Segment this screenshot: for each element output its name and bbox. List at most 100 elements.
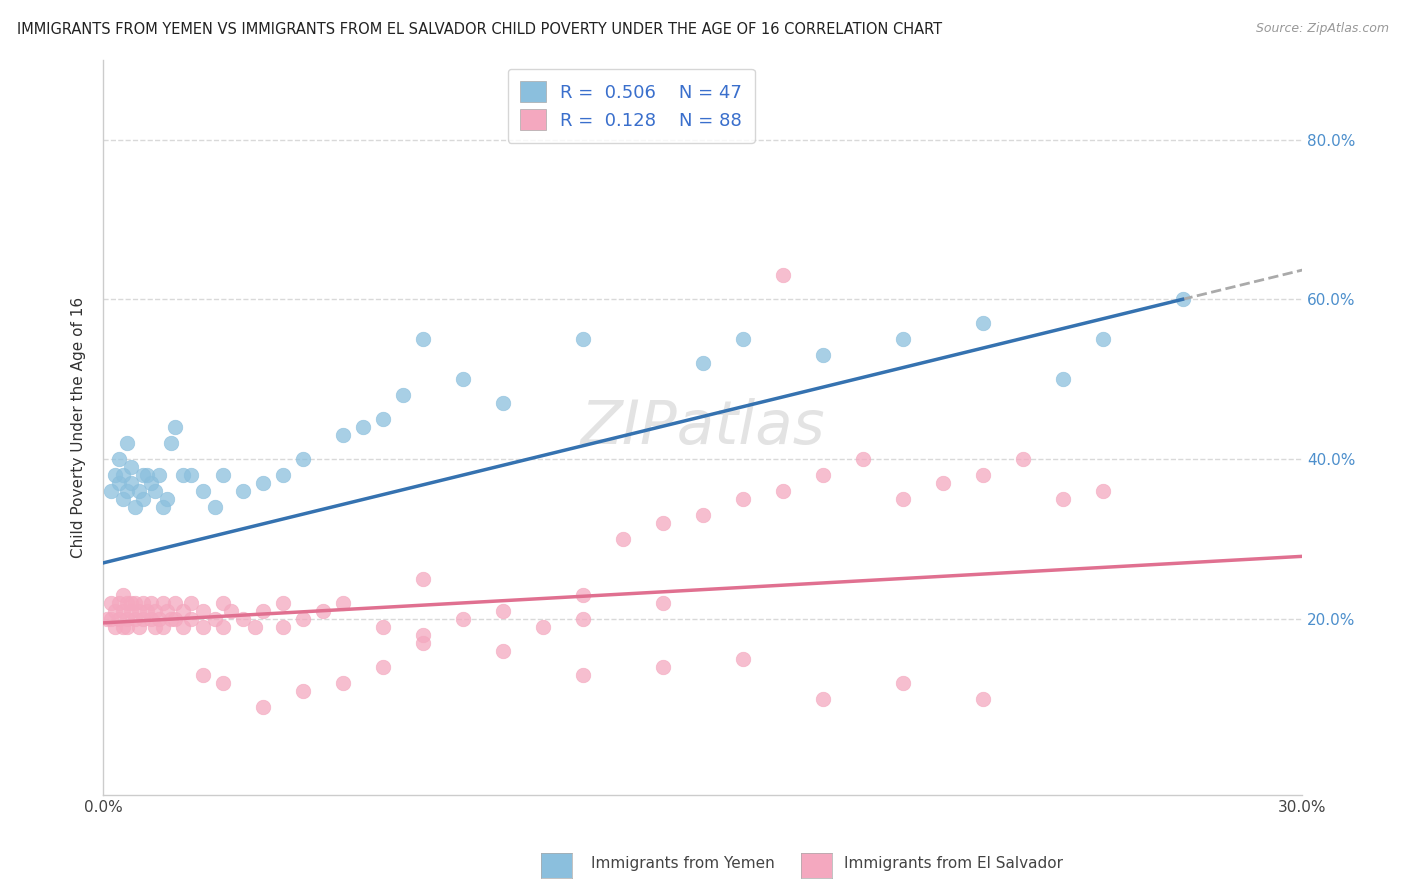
Point — [1091, 484, 1114, 499]
Point — [1052, 491, 1074, 506]
Point — [120, 460, 142, 475]
Point — [120, 596, 142, 610]
Point — [371, 620, 394, 634]
Point — [111, 468, 134, 483]
Point — [1011, 452, 1033, 467]
Text: Source: ZipAtlas.com: Source: ZipAtlas.com — [1256, 22, 1389, 36]
Point — [160, 612, 183, 626]
Point — [412, 572, 434, 586]
Point — [332, 428, 354, 442]
Point — [772, 484, 794, 499]
Point — [531, 620, 554, 634]
Point — [135, 604, 157, 618]
Point — [108, 612, 131, 626]
Point — [120, 604, 142, 618]
Point — [108, 596, 131, 610]
Point — [332, 676, 354, 690]
Point — [124, 500, 146, 514]
Point — [212, 676, 235, 690]
Point — [156, 604, 179, 618]
Point — [571, 668, 593, 682]
Point — [232, 484, 254, 499]
Point — [132, 491, 155, 506]
Point — [692, 356, 714, 370]
Point — [852, 452, 875, 467]
Point — [291, 612, 314, 626]
Point — [371, 412, 394, 426]
Point — [972, 691, 994, 706]
Point — [143, 604, 166, 618]
Point — [571, 588, 593, 602]
Point — [115, 612, 138, 626]
Point — [811, 468, 834, 483]
Point — [172, 468, 194, 483]
Point — [212, 596, 235, 610]
Point — [291, 683, 314, 698]
Point — [104, 604, 127, 618]
Point — [731, 652, 754, 666]
Point — [111, 491, 134, 506]
Point — [271, 620, 294, 634]
Text: Immigrants from Yemen: Immigrants from Yemen — [591, 856, 775, 871]
Point — [191, 484, 214, 499]
Point — [271, 596, 294, 610]
Point — [252, 476, 274, 491]
Point — [111, 588, 134, 602]
Point — [156, 491, 179, 506]
Point — [124, 596, 146, 610]
Point — [492, 396, 515, 410]
Point — [811, 691, 834, 706]
Point — [731, 491, 754, 506]
Point — [132, 596, 155, 610]
Point — [692, 508, 714, 522]
Point — [571, 612, 593, 626]
Point — [492, 604, 515, 618]
Point — [571, 332, 593, 346]
Point — [451, 372, 474, 386]
Legend: R =  0.506    N = 47, R =  0.128    N = 88: R = 0.506 N = 47, R = 0.128 N = 88 — [508, 69, 755, 143]
Point — [972, 316, 994, 330]
Point — [180, 612, 202, 626]
Point — [148, 468, 170, 483]
Point — [115, 436, 138, 450]
Point — [252, 699, 274, 714]
Point — [492, 644, 515, 658]
Point — [172, 620, 194, 634]
Point — [252, 604, 274, 618]
Point — [651, 660, 673, 674]
Point — [931, 476, 953, 491]
Point — [111, 604, 134, 618]
Point — [1171, 293, 1194, 307]
Point — [152, 620, 174, 634]
Point — [139, 476, 162, 491]
Point — [451, 612, 474, 626]
Point — [108, 476, 131, 491]
Point — [412, 332, 434, 346]
Point — [731, 332, 754, 346]
Point — [128, 620, 150, 634]
Point — [243, 620, 266, 634]
Point — [332, 596, 354, 610]
Point — [104, 468, 127, 483]
Point — [204, 500, 226, 514]
Point — [115, 596, 138, 610]
Point — [371, 660, 394, 674]
Point — [135, 468, 157, 483]
Point — [651, 596, 673, 610]
Point — [391, 388, 413, 402]
Point — [152, 596, 174, 610]
Point — [139, 612, 162, 626]
Point — [96, 612, 118, 626]
Point — [811, 348, 834, 362]
Point — [108, 452, 131, 467]
Text: IMMIGRANTS FROM YEMEN VS IMMIGRANTS FROM EL SALVADOR CHILD POVERTY UNDER THE AGE: IMMIGRANTS FROM YEMEN VS IMMIGRANTS FROM… — [17, 22, 942, 37]
Point — [139, 596, 162, 610]
Point — [212, 620, 235, 634]
Point — [143, 620, 166, 634]
Point — [163, 420, 186, 434]
Point — [191, 604, 214, 618]
Point — [128, 484, 150, 499]
Point — [115, 484, 138, 499]
Point — [232, 612, 254, 626]
Point — [100, 596, 122, 610]
